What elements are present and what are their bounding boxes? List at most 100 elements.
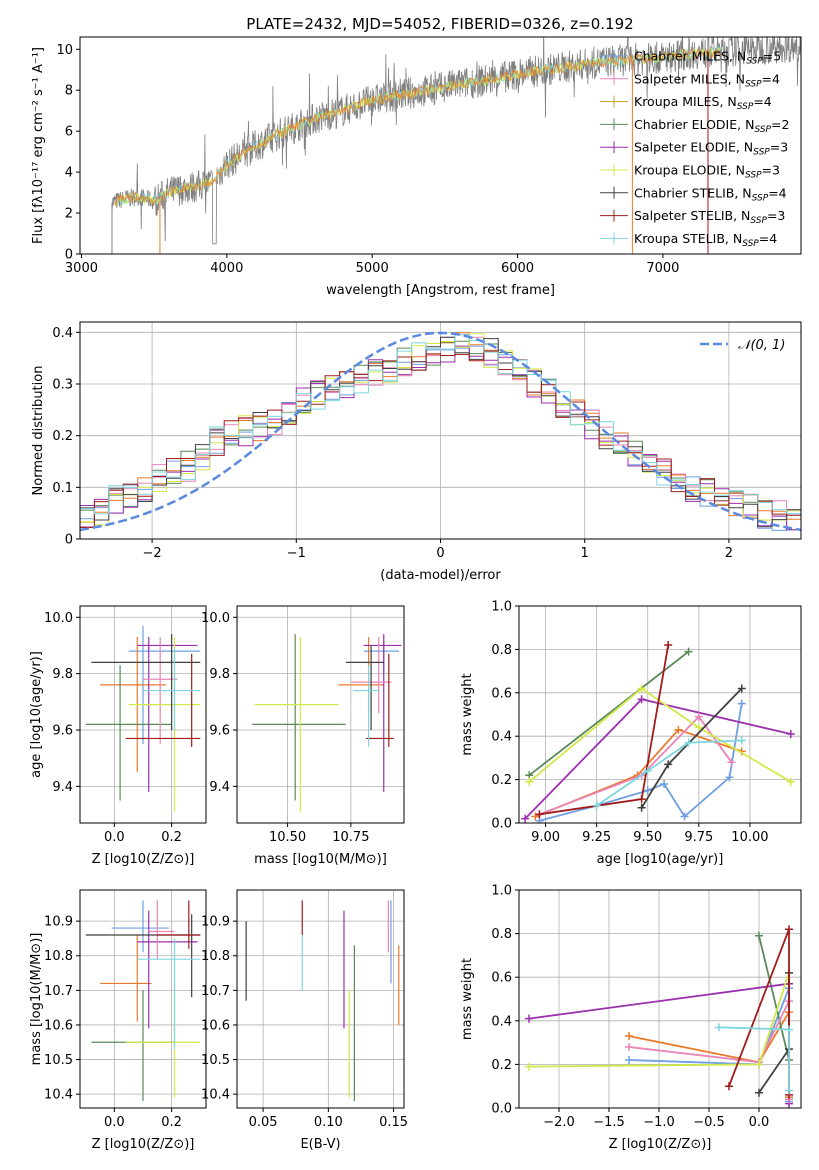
legend-label: Salpeter ELODIE, NSSP=3 (634, 140, 788, 158)
panel-weight_vs_age: 9.00 9.25 9.50 9.75 10.00 0.0 0.2 0.4 0.6 0.8 1.0 a… (460, 600, 802, 867)
axes-frame (236, 889, 405, 1109)
y-tick-label: 10.8 (201, 949, 230, 964)
axes-frame (518, 889, 802, 1109)
x-tick-label: −1.5 (593, 1115, 625, 1130)
y-tick-label: 9.8 (209, 667, 230, 682)
x-tick-label: 9.00 (531, 830, 560, 845)
weight-marker (525, 1014, 533, 1023)
weight-marker (785, 925, 793, 934)
x-tick-label: −2.0 (543, 1115, 575, 1130)
panel-age_vs_mass: 10.50 10.75 9.4 9.6 9.8 10.0 mass [log10(M/M⊙)… (201, 605, 405, 867)
legend-label: Chabrier ELODIE, NSSP=2 (634, 117, 789, 135)
x-axis-label: wavelength [Angstrom, rest frame] (326, 283, 555, 298)
y-tick-label: 0.4 (491, 1014, 512, 1029)
y-tick-label: 9.6 (52, 724, 73, 739)
plot-area (85, 625, 201, 812)
y-tick-label: 0.6 (491, 971, 512, 986)
gaussian-curve (80, 331, 801, 532)
weight-marker (694, 712, 703, 721)
chart-title: PLATE=2432, MJD=54052, FIBERID=0326, z=0… (246, 15, 633, 33)
y-tick-label: 10.5 (201, 1053, 230, 1068)
y-tick-label: 6 (65, 125, 73, 140)
y-axis-label: mass weight (460, 673, 475, 755)
x-tick-label: 4000 (210, 261, 243, 276)
x-tick-label: 0.0 (104, 830, 125, 845)
y-axis-label: age [log10(age/yr)] (29, 651, 44, 778)
weight-marker (637, 803, 646, 812)
weight-marker (660, 779, 669, 788)
weight-marker (643, 786, 652, 795)
y-tick-label: 0.0 (491, 817, 512, 832)
weight-marker (637, 684, 646, 693)
y-tick-label: 0.2 (491, 773, 512, 788)
plot-area (111, 37, 801, 254)
weight-marker (786, 730, 795, 739)
weight-marker (737, 684, 746, 693)
weight-marker (755, 1060, 763, 1069)
y-tick-label: 0.8 (491, 643, 512, 658)
legend-label: Kroupa MILES, NSSP=4 (634, 94, 772, 112)
legend-label: Salpeter STELIB, NSSP=3 (634, 208, 785, 226)
y-axis-label: Flux [fλ10⁻¹⁷ erg cm⁻² s⁻¹ A⁻¹] (31, 47, 46, 244)
y-tick-label: 10.0 (201, 611, 230, 626)
legend-label: Chabrier MILES, NSSP=5 (634, 49, 781, 67)
weight-marker (625, 1056, 633, 1065)
x-tick-label: 0 (436, 546, 444, 561)
x-axis-label: Z [log10(Z/Z⊙)] (609, 1137, 712, 1152)
y-tick-label: 0.2 (52, 429, 73, 444)
x-tick-label: 5000 (356, 261, 389, 276)
x-tick-label: 0.2 (161, 830, 182, 845)
legend-label: Salpeter MILES, NSSP=4 (634, 71, 780, 89)
y-tick-label: 2 (65, 207, 73, 222)
weight-marker (525, 777, 534, 786)
weight-line (758, 935, 790, 1061)
legend-label: Chabrier STELIB, NSSP=4 (634, 185, 787, 203)
y-axis-label: mass [log10(M/M⊙)] (29, 933, 44, 1066)
weight-marker (531, 812, 540, 821)
weight-marker (664, 641, 673, 650)
y-tick-label: 0.8 (491, 927, 512, 942)
weight-marker (643, 766, 652, 775)
x-axis-label: (data-model)/error (380, 568, 501, 583)
x-tick-label: −1.0 (643, 1115, 675, 1130)
y-axis-label: mass weight (460, 958, 475, 1040)
axes-frame (79, 605, 207, 824)
x-tick-label: 3000 (65, 261, 98, 276)
legend-label: 𝒩(0, 1) (738, 338, 785, 353)
x-tick-label: 0.0 (104, 1115, 125, 1130)
y-tick-label: 0.2 (491, 1058, 512, 1073)
plot-area (252, 634, 402, 812)
x-axis-label: Z [log10(Z/Z⊙)] (92, 1137, 195, 1152)
y-tick-label: 10.6 (201, 1018, 230, 1033)
legend-label: Kroupa STELIB, NSSP=4 (634, 231, 777, 249)
panel-mass_vs_ebv: 0.05 0.10 0.15 10.4 10.5 10.6 10.7 10.8 10.9 E(B-… (201, 889, 408, 1152)
weight-marker (786, 777, 795, 786)
y-axis-label: Normed distribution (31, 366, 46, 496)
y-tick-label: 0.1 (52, 481, 73, 496)
x-axis-label: mass [log10(M/M⊙)] (254, 852, 387, 867)
y-tick-label: 0 (65, 248, 73, 263)
y-tick-label: 8 (65, 84, 73, 99)
y-tick-label: 0 (65, 533, 73, 548)
y-tick-label: 10.0 (44, 611, 73, 626)
legend: Chabrier MILES, NSSP=5 Salpeter MILES, NS… (600, 49, 789, 249)
axes-frame (236, 605, 405, 824)
weight-line (528, 650, 690, 777)
weight-marker (725, 1082, 733, 1091)
panel-residuals: −2 −1 0 1 2 0 0.1 0.2 0.3 0.4 (data-model)/error No… (31, 321, 802, 583)
y-tick-label: 10.5 (44, 1053, 73, 1068)
y-tick-label: 0.6 (491, 686, 512, 701)
legend-label: Kroupa ELODIE, NSSP=3 (634, 163, 780, 181)
y-tick-label: 4 (65, 166, 73, 181)
x-tick-label: 9.50 (633, 830, 662, 845)
plot-area (521, 641, 795, 823)
legend: 𝒩(0, 1) (700, 338, 785, 353)
axes-frame (79, 36, 802, 255)
plot-area (80, 331, 801, 539)
weight-marker (694, 723, 703, 732)
x-tick-label: 0.0 (749, 1115, 770, 1130)
weight-line (528, 687, 792, 783)
weight-marker (727, 758, 736, 767)
weight-marker (592, 801, 601, 810)
